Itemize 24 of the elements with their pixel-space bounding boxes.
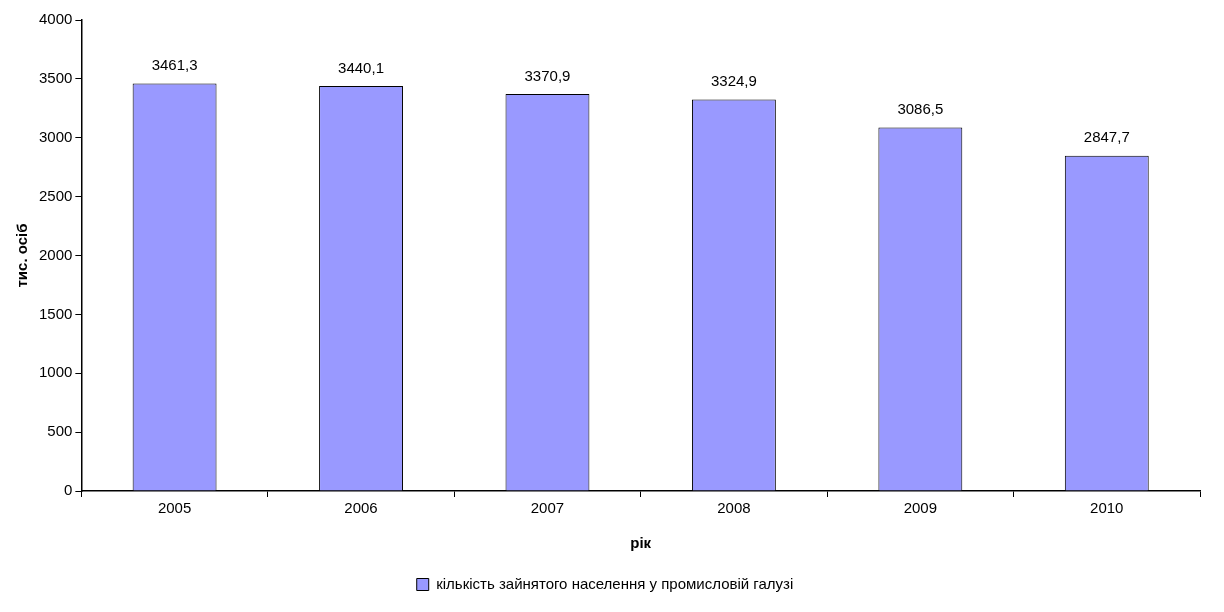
legend-label: кількість зайнятого населення у промисловій галузі <box>436 574 794 592</box>
y-tick-label: 2000 <box>38 245 73 263</box>
data-label: 3440,1 <box>338 58 384 76</box>
x-tick-label: 2008 <box>717 499 751 517</box>
x-tick-label: 2006 <box>344 499 378 517</box>
y-tick-label: 500 <box>47 422 73 440</box>
y-tick-label: 3000 <box>38 127 73 145</box>
y-axis-title: тис. осіб <box>13 223 31 288</box>
y-tick-label: 0 <box>64 481 73 499</box>
data-label: 3370,9 <box>524 66 571 84</box>
x-tick-label: 2010 <box>1090 499 1124 517</box>
y-tick-label: 3500 <box>38 69 73 87</box>
x-axis-title: рік <box>630 534 652 552</box>
data-label: 3086,5 <box>897 100 944 118</box>
y-tick-label: 4000 <box>38 10 73 28</box>
x-tick-label: 2005 <box>157 499 192 517</box>
data-label: 2847,7 <box>1083 128 1130 146</box>
data-label: 3461,3 <box>151 56 198 74</box>
y-tick-label: 2500 <box>38 186 73 204</box>
x-tick-label: 2009 <box>903 499 938 517</box>
y-tick-label: 1000 <box>38 363 73 381</box>
x-tick-label: 2007 <box>530 499 565 517</box>
y-tick-label: 1500 <box>38 304 73 322</box>
data-label: 3324,9 <box>710 72 757 90</box>
